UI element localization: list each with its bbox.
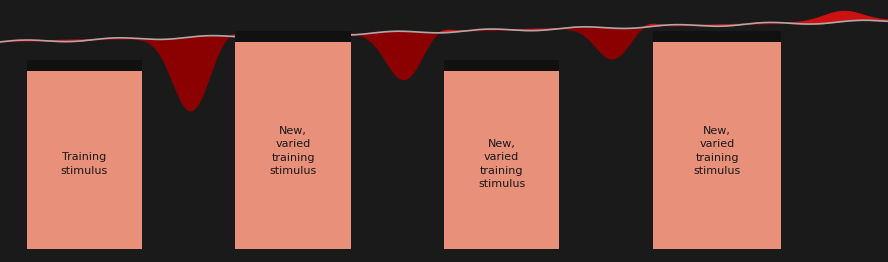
- Text: New,
varied
training
stimulus: New, varied training stimulus: [269, 126, 317, 176]
- FancyBboxPatch shape: [444, 60, 559, 71]
- FancyBboxPatch shape: [653, 31, 781, 42]
- FancyBboxPatch shape: [27, 60, 142, 71]
- Text: New,
varied
training
stimulus: New, varied training stimulus: [694, 126, 741, 176]
- FancyBboxPatch shape: [235, 31, 351, 249]
- Text: New,
varied
training
stimulus: New, varied training stimulus: [478, 139, 526, 189]
- FancyBboxPatch shape: [444, 60, 559, 249]
- FancyBboxPatch shape: [27, 60, 142, 249]
- FancyBboxPatch shape: [235, 31, 351, 42]
- Text: Training
stimulus: Training stimulus: [60, 152, 108, 176]
- FancyBboxPatch shape: [653, 31, 781, 249]
